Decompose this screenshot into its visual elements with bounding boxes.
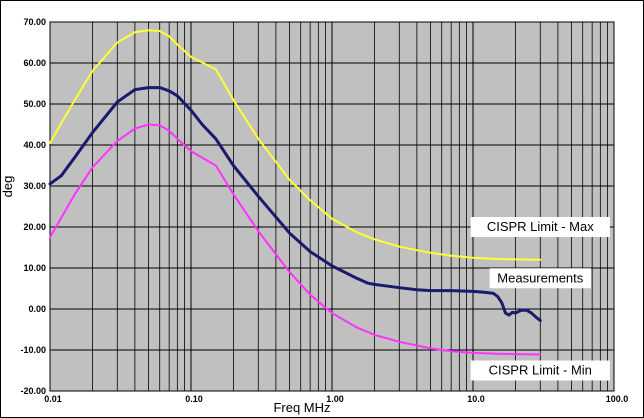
x-tick-label: 0.01: [44, 394, 62, 404]
y-tick-label: -20.00: [20, 386, 46, 396]
x-tick-label: 100.0: [606, 394, 629, 404]
legend-label: CISPR Limit - Min: [489, 363, 592, 378]
legend-box: [470, 360, 610, 381]
y-axis: 70.00 60.00 50.00 40.00 30.00 20.00 10.00 0.00 -…: [20, 17, 46, 396]
x-tick-label: 10.0: [467, 394, 485, 404]
grid: [49, 21, 614, 392]
y-tick-label: 10.00: [23, 263, 46, 273]
x-tick-label: 0.10: [185, 394, 203, 404]
plot-border: [49, 21, 615, 392]
legend-label: Measurements: [497, 270, 583, 285]
y-tick-label: 40.00: [23, 140, 46, 150]
y-tick-label: 0.00: [28, 304, 46, 314]
x-tick-label: 1.00: [326, 394, 344, 404]
series-line-cispr-limit-max: [49, 29, 542, 261]
x-axis: 0.01 0.10 1.00 10.0 100.0: [44, 394, 628, 404]
series-line-cispr-limit-min: [49, 123, 542, 356]
legend: CISPR Limit - Max Measurements CISPR Limit…: [470, 217, 610, 381]
y-axis-label: deg: [0, 176, 15, 198]
y-tick-label: -10.00: [20, 345, 46, 355]
series-group: [48, 29, 542, 356]
legend-box: [489, 268, 591, 289]
y-tick-label: 30.00: [23, 181, 46, 191]
y-tick-label: 20.00: [23, 222, 46, 232]
x-axis-label: Freq MHz: [273, 400, 330, 415]
y-tick-label: 70.00: [23, 17, 46, 27]
legend-box: [470, 217, 610, 237]
series-line-measurements: [48, 86, 542, 322]
legend-label: CISPR Limit - Max: [487, 219, 594, 234]
y-tick-label: 60.00: [23, 58, 46, 68]
y-tick-label: 50.00: [23, 99, 46, 109]
